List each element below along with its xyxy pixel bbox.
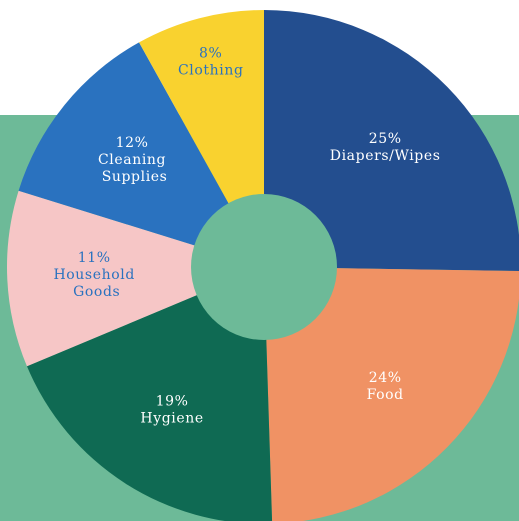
- donut-hole: [191, 194, 337, 340]
- slice-percent-label: 11%: [78, 250, 111, 266]
- pie-slice: [264, 267, 519, 521]
- slice-percent-label: 25%: [369, 131, 402, 147]
- pie-slice: [26, 267, 273, 521]
- pie-slice: [264, 10, 519, 272]
- slice-percent-label: 8%: [199, 45, 222, 61]
- slice-percent-label: 24%: [369, 370, 402, 386]
- slice-percent-label: 19%: [156, 394, 189, 410]
- slice-category-label: Household Goods: [53, 267, 134, 300]
- pie-slice: [18, 42, 265, 267]
- slice-category-label: Cleaning Supplies: [97, 152, 168, 185]
- slice-category-label: Clothing: [178, 62, 244, 78]
- slice-category-label: Diapers/Wipes: [330, 148, 441, 164]
- slice-category-label: Hygiene: [140, 411, 203, 427]
- slice-percent-label: 12%: [116, 135, 149, 151]
- slice-category-label: Food: [367, 387, 404, 403]
- pie-slice: [6, 190, 264, 367]
